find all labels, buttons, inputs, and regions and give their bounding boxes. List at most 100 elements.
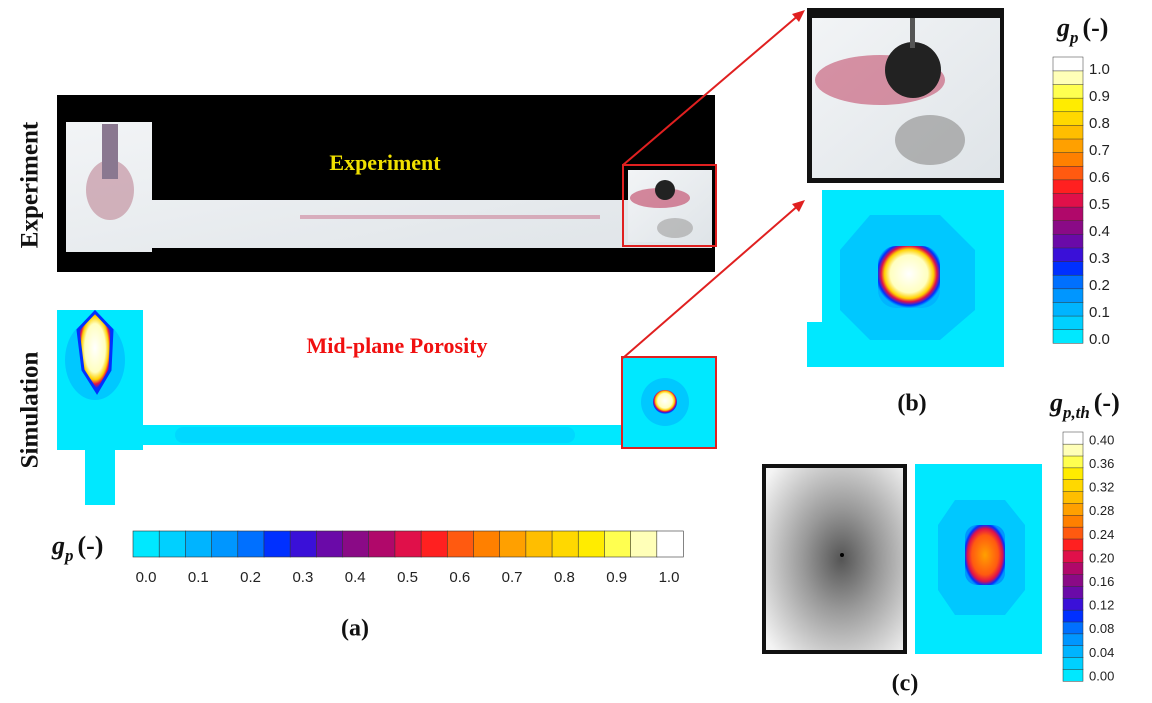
figure: Experiment Experiment Mid-plane Porosity…: [0, 0, 1152, 703]
colorbar-segment: [604, 531, 630, 557]
colorbar-tick-label: 0.08: [1089, 621, 1114, 636]
colorbar-segment: [1063, 645, 1083, 657]
panel-label: (c): [892, 671, 919, 697]
colorbar-tick-label: 0.7: [1089, 142, 1110, 159]
colorbar-segment: [578, 531, 604, 557]
colorbar-tick-label: 0.4: [1089, 223, 1110, 240]
colorbar-tick-label: 0.0: [1089, 331, 1110, 348]
colorbar-tick-label: 0.3: [292, 569, 313, 586]
colorbar-segment: [1063, 527, 1083, 539]
colorbar-segment: [1063, 503, 1083, 515]
colorbar-segment: [1063, 479, 1083, 491]
colorbar-segment: [1053, 261, 1083, 275]
colorbar-tick-label: 0.2: [1089, 277, 1110, 294]
colorbar-tick-label: 0.2: [240, 569, 261, 586]
colorbar-title: gp,th(-): [1049, 388, 1120, 422]
row-label: Experiment: [17, 121, 44, 248]
colorbar-segment: [1053, 139, 1083, 153]
colorbar-segment: [1063, 610, 1083, 622]
colorbar-segment: [1053, 193, 1083, 207]
colorbar-segment: [1063, 586, 1083, 598]
colorbar-segment: [159, 531, 185, 557]
colorbar-segment: [473, 531, 499, 557]
colorbar-segment: [1053, 125, 1083, 139]
colorbar-segment: [1063, 456, 1083, 468]
colorbar-segment: [395, 531, 421, 557]
colorbar-segment: [1063, 622, 1083, 634]
title-unit: (-): [1094, 388, 1120, 417]
title-subscript: p: [1068, 28, 1078, 47]
colorbar-tick-label: 0.28: [1089, 503, 1114, 518]
colorbar-segment: [1053, 207, 1083, 221]
colorbar-tick-label: 1.0: [1089, 61, 1110, 78]
colorbar-segment: [657, 531, 683, 557]
colorbar-segment: [1053, 180, 1083, 194]
colorbar-tick-label: 0.32: [1089, 480, 1114, 495]
colorbar-segment: [1063, 574, 1083, 586]
title-symbol: g: [1049, 388, 1063, 417]
colorbar-segment: [1063, 515, 1083, 527]
colorbar-tick-label: 0.8: [554, 569, 575, 586]
colorbar-segment: [1053, 84, 1083, 98]
colorbar-tick-label: 0.4: [345, 569, 366, 586]
colorbar-segment: [1053, 152, 1083, 166]
colorbar-segment: [1053, 329, 1083, 343]
colorbar-segment: [1053, 71, 1083, 85]
colorbar-segment: [1063, 562, 1083, 574]
colorbar-tick-label: 1.0: [659, 569, 680, 586]
colorbar-tick-label: 0.40: [1089, 432, 1114, 447]
simulation-overlay: Mid-plane Porosity: [306, 333, 487, 358]
title-unit: (-): [1082, 13, 1108, 42]
colorbar-segment: [1063, 444, 1083, 456]
colorbar-segment: [1063, 634, 1083, 646]
title-subscript: p,th: [1061, 403, 1090, 422]
title-symbol: g: [1056, 13, 1070, 42]
colorbar-segment: [1053, 98, 1083, 112]
colorbar-tick-label: 0.04: [1089, 645, 1114, 660]
colorbar-segment: [1053, 166, 1083, 180]
colorbar-segment: [1053, 289, 1083, 303]
colorbar-segment: [631, 531, 657, 557]
colorbar-tick-label: 0.1: [1089, 304, 1110, 321]
colorbar-tick-label: 0.6: [1089, 169, 1110, 186]
colorbar-tick-label: 0.9: [606, 569, 627, 586]
colorbar-segment: [212, 531, 238, 557]
colorbar-segment: [1063, 432, 1083, 444]
colorbar-tick-label: 0.16: [1089, 574, 1114, 589]
colorbar-segment: [1053, 248, 1083, 262]
colorbar-tick-label: 0.1: [188, 569, 209, 586]
colorbar-segment: [238, 531, 264, 557]
panel-label: (a): [341, 616, 369, 642]
colorbar-segment: [133, 531, 159, 557]
colorbar-tick-label: 0.36: [1089, 456, 1114, 471]
colorbar-segment: [552, 531, 578, 557]
colorbar-tick-label: 0.0: [136, 569, 157, 586]
colorbar-segment: [1063, 657, 1083, 669]
colorbar-segment: [1063, 551, 1083, 563]
colorbar-title: gp(-): [51, 531, 103, 565]
colorbar-tick-label: 0.12: [1089, 598, 1114, 613]
colorbar-segment: [1053, 316, 1083, 330]
title-symbol: g: [51, 531, 65, 560]
colorbar-title: gp(-): [1056, 13, 1108, 47]
colorbar-segment: [343, 531, 369, 557]
colorbar-tick-label: 0.6: [449, 569, 470, 586]
colorbar-segment: [1053, 234, 1083, 248]
title-unit: (-): [77, 531, 103, 560]
colorbar-segment: [316, 531, 342, 557]
colorbar-tick-label: 0.5: [397, 569, 418, 586]
panel-label: (b): [897, 391, 926, 417]
colorbar-segment: [421, 531, 447, 557]
colorbar-segment: [526, 531, 552, 557]
colorbar-segment: [1053, 57, 1083, 71]
colorbar-tick-label: 0.8: [1089, 115, 1110, 132]
colorbar-tick-label: 0.7: [502, 569, 523, 586]
colorbar-segment: [290, 531, 316, 557]
colorbar-segment: [1053, 275, 1083, 289]
colorbar-segment: [264, 531, 290, 557]
colorbar-tick-label: 0.5: [1089, 196, 1110, 213]
colorbar-segment: [447, 531, 473, 557]
colorbar-segment: [1063, 468, 1083, 480]
colorbar-segment: [1053, 111, 1083, 125]
colorbar-segment: [1063, 669, 1083, 681]
